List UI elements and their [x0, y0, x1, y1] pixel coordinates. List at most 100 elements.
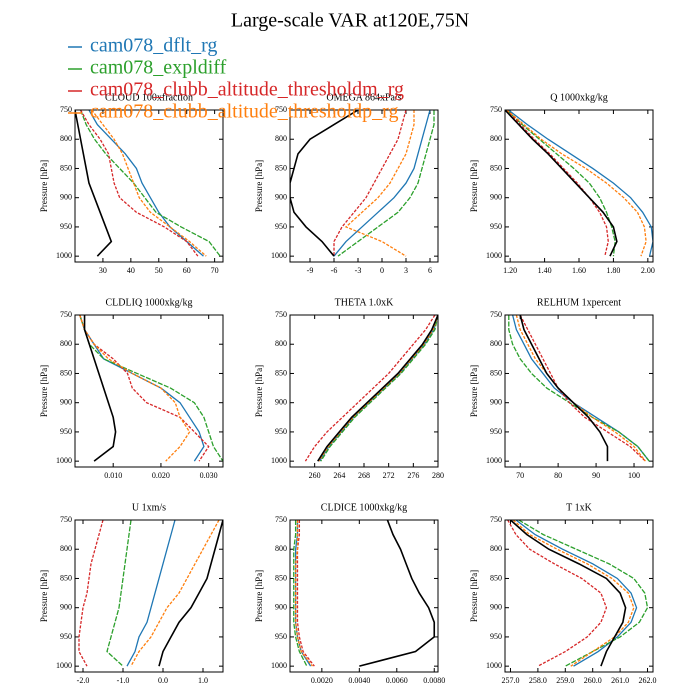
x-tick-label: 2.00	[641, 266, 655, 275]
y-tick-label: 1000	[271, 251, 287, 260]
chart-title: Large-scale VAR at120E,75N	[231, 10, 469, 32]
x-tick-label: 90	[592, 471, 600, 480]
y-tick-label: 950	[275, 222, 287, 231]
panel-title: OMEGA 864xPa/s	[326, 92, 401, 103]
y-tick-label: 750	[490, 105, 502, 114]
panel-title: CLDICE 1000xkg/kg	[321, 502, 407, 513]
x-tick-label: 0.0	[158, 676, 168, 685]
y-tick-label: 750	[60, 310, 72, 319]
y-tick-label: 950	[60, 427, 72, 436]
plot-frame	[504, 109, 654, 263]
series-line	[79, 315, 205, 462]
legend-label: cam078_clubb_altitude_thresholdp_rg	[90, 101, 398, 123]
y-tick-label: 950	[490, 427, 502, 436]
y-tick-label: 750	[275, 310, 287, 319]
x-tick-label: 262.0	[639, 676, 657, 685]
x-tick-label: 30	[99, 266, 107, 275]
plot-frame	[504, 314, 654, 468]
y-tick-label: 800	[490, 339, 502, 348]
series-line	[106, 520, 132, 667]
x-tick-label: 259.0	[556, 676, 574, 685]
y-tick-label: 900	[490, 603, 502, 612]
y-tick-label: 800	[275, 134, 287, 143]
series-line	[506, 110, 609, 257]
y-tick-label: 850	[490, 163, 502, 172]
y-tick-label: 850	[60, 368, 72, 377]
series-line	[320, 315, 438, 462]
y-tick-label: 900	[490, 398, 502, 407]
panel-title: CLDLIQ 1000xkg/kg	[106, 297, 193, 308]
x-tick-label: 260.0	[584, 676, 602, 685]
y-axis-label: Pressure [hPa]	[469, 160, 479, 212]
x-tick-label: 257.0	[501, 676, 519, 685]
x-tick-label: 272	[383, 471, 395, 480]
series-line	[512, 520, 635, 667]
x-tick-label: 0.010	[104, 471, 122, 480]
y-tick-label: 900	[275, 603, 287, 612]
x-tick-label: 1.20	[503, 266, 517, 275]
series-line	[337, 110, 435, 257]
y-tick-label: 1000	[271, 661, 287, 670]
series-line	[506, 110, 616, 257]
x-tick-label: 70	[211, 266, 219, 275]
legend-label: cam078_expldiff	[90, 57, 227, 79]
series-line	[79, 315, 191, 462]
series-line	[333, 110, 431, 257]
x-tick-label: 100	[628, 471, 640, 480]
y-tick-label: 800	[275, 339, 287, 348]
y-tick-label: 850	[490, 573, 502, 582]
y-tick-label: 750	[60, 515, 72, 524]
x-tick-label: 1.40	[538, 266, 552, 275]
y-tick-label: 1000	[486, 251, 502, 260]
legend-label: cam078_clubb_altitude_thresholdm_rg	[90, 79, 404, 101]
y-tick-label: 850	[490, 368, 502, 377]
x-tick-label: 80	[554, 471, 562, 480]
y-tick-label: 750	[490, 310, 502, 319]
panel-title: CLOUD 100xfraction	[105, 92, 193, 103]
x-tick-label: 40	[127, 266, 135, 275]
y-tick-label: 850	[275, 368, 287, 377]
x-tick-label: 0.0020	[311, 676, 333, 685]
x-tick-label: 6	[428, 266, 432, 275]
panel-title: THETA 1.0xK	[335, 297, 394, 308]
y-tick-label: 800	[275, 544, 287, 553]
x-tick-label: 1.0	[198, 676, 208, 685]
series-line	[294, 520, 313, 667]
series-line	[359, 520, 436, 667]
x-tick-label: 276	[407, 471, 419, 480]
y-tick-label: 1000	[56, 661, 72, 670]
y-tick-label: 850	[275, 573, 287, 582]
x-tick-label: 260	[309, 471, 321, 480]
plot-frame	[74, 519, 224, 673]
y-tick-label: 950	[275, 427, 287, 436]
y-axis-label: Pressure [hPa]	[254, 570, 264, 622]
series-line	[79, 315, 210, 462]
series-line	[319, 315, 438, 462]
plot-frame	[289, 519, 439, 673]
x-tick-label: 3	[404, 266, 408, 275]
series-line	[130, 520, 220, 667]
x-tick-label: 1.60	[572, 266, 586, 275]
y-axis-label: Pressure [hPa]	[39, 365, 49, 417]
y-tick-label: 1000	[486, 661, 502, 670]
plot-frame	[74, 109, 224, 263]
series-line	[290, 110, 359, 257]
series-line	[79, 315, 223, 462]
series-line	[507, 520, 608, 667]
y-tick-label: 1000	[56, 456, 72, 465]
y-tick-label: 800	[490, 134, 502, 143]
series-line	[83, 315, 117, 462]
panel-title: T 1xK	[566, 502, 592, 513]
y-axis-label: Pressure [hPa]	[254, 160, 264, 212]
panel-title: RELHUM 1xpercent	[537, 297, 621, 308]
x-tick-label: 50	[155, 266, 163, 275]
y-tick-label: 950	[490, 632, 502, 641]
x-tick-label: 60	[183, 266, 191, 275]
y-axis-label: Pressure [hPa]	[254, 365, 264, 417]
y-tick-label: 750	[60, 105, 72, 114]
x-tick-label: 0.0080	[423, 676, 445, 685]
x-tick-label: -3	[355, 266, 362, 275]
x-tick-label: 0.020	[152, 471, 170, 480]
series-line	[333, 110, 407, 257]
plot-frame	[504, 519, 654, 673]
